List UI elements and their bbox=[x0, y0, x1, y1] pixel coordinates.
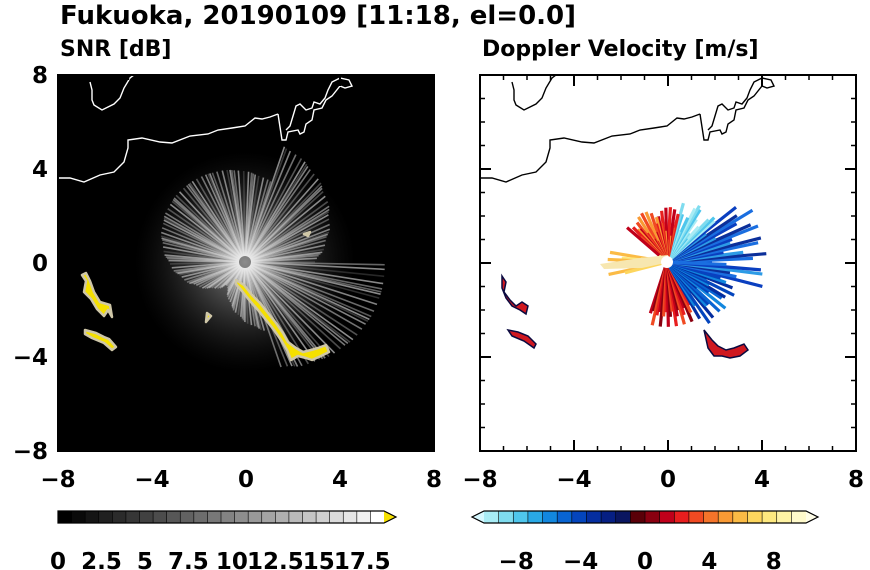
snr-colorbar-color-bin bbox=[207, 511, 222, 523]
velocity-colorbar-color-bin bbox=[791, 511, 807, 523]
velocity-colorbar-over-triangle bbox=[806, 511, 818, 523]
snr-panel: SNR [dB] −8 −4 0 4 8 −8 −4 0 4 8 bbox=[13, 37, 442, 493]
snr-colorbar-tick-label: 15 bbox=[303, 549, 335, 570]
snr-colorbar-color-bin bbox=[125, 511, 140, 523]
velocity-coastline bbox=[480, 75, 776, 183]
snr-colorbar-color-bin bbox=[71, 511, 86, 523]
velocity-x-tick-label: −4 bbox=[556, 467, 591, 493]
snr-x-tick-label: 0 bbox=[238, 467, 254, 493]
velocity-axes: −8 −4 0 4 8 bbox=[462, 74, 864, 493]
snr-colorbar-color-bin bbox=[112, 511, 127, 523]
velocity-colorbar-tick-label: −4 bbox=[563, 549, 598, 570]
velocity-colorbar-outline bbox=[470, 510, 820, 524]
snr-axes: −8 −4 0 4 8 −8 −4 0 4 8 bbox=[13, 63, 442, 493]
velocity-ray bbox=[666, 260, 727, 267]
snr-y-tick-label: −4 bbox=[13, 345, 48, 371]
snr-colorbar-color-bin bbox=[193, 511, 208, 523]
velocity-echo-cells bbox=[501, 255, 750, 359]
velocity-colorbar-color-bin bbox=[732, 511, 748, 523]
snr-y-tick-label: 4 bbox=[32, 157, 48, 183]
snr-x-tick-label: −4 bbox=[134, 467, 169, 493]
velocity-colorbar-tick-label: 4 bbox=[701, 549, 717, 570]
snr-colorbar-color-bin bbox=[261, 511, 276, 523]
snr-colorbar: 0 2.5 5 7.5 10 12.5 15 17.5 bbox=[50, 510, 398, 570]
velocity-colorbar: −8 −4 0 4 8 bbox=[470, 510, 820, 570]
snr-colorbar-color-bin bbox=[58, 511, 73, 523]
snr-colorbar-color-bin bbox=[85, 511, 100, 523]
snr-colorbar-color-bin bbox=[356, 511, 371, 523]
velocity-colorbar-tick-label: −8 bbox=[499, 549, 534, 570]
snr-colorbar-color-bin bbox=[275, 511, 290, 523]
velocity-colorbar-color-bin bbox=[688, 511, 705, 523]
snr-y-tick-label: 0 bbox=[32, 251, 48, 277]
snr-panel-title: SNR [dB] bbox=[60, 37, 171, 62]
snr-colorbar-color-bin bbox=[343, 511, 358, 523]
velocity-colorbar-color-bin bbox=[615, 511, 631, 523]
snr-colorbar-color-bin bbox=[166, 511, 181, 523]
velocity-colorbar-color-bin bbox=[498, 511, 514, 523]
snr-colorbar-tick-label: 7.5 bbox=[168, 549, 209, 570]
radar-center bbox=[661, 256, 673, 268]
snr-colorbar-color-bin bbox=[302, 511, 317, 523]
snr-x-tick-label: −8 bbox=[40, 467, 75, 493]
snr-colorbar-tick-label: 10 bbox=[216, 549, 248, 570]
snr-colorbar-color-bin bbox=[288, 511, 303, 523]
velocity-colorbar-color-bin bbox=[557, 511, 573, 523]
velocity-colorbar-color-bin bbox=[571, 511, 587, 523]
velocity-colorbar-color-bin bbox=[645, 511, 661, 523]
velocity-colorbar-color-bin bbox=[586, 511, 602, 523]
velocity-colorbar-tick-label: 0 bbox=[637, 549, 653, 570]
snr-colorbar-color-bin bbox=[316, 511, 331, 523]
snr-colorbar-color-bin bbox=[234, 511, 249, 523]
velocity-colorbar-tick-label: 8 bbox=[766, 549, 782, 570]
snr-colorbar-color-bin bbox=[153, 511, 168, 523]
velocity-x-tick-label: 8 bbox=[848, 467, 864, 493]
velocity-panel: Doppler Velocity [m/s] −8 −4 0 4 8 bbox=[462, 37, 864, 493]
velocity-colorbar-color-bin bbox=[776, 511, 792, 523]
snr-echo-cells bbox=[80, 230, 331, 362]
snr-colorbar-color-bin bbox=[370, 511, 385, 523]
snr-colorbar-tick-label: 5 bbox=[137, 549, 153, 570]
figure-title: Fukuoka, 20190109 [11:18, el=0.0] bbox=[60, 1, 576, 31]
snr-colorbar-over-triangle bbox=[384, 511, 396, 523]
velocity-colorbar-color-bin bbox=[513, 511, 529, 523]
snr-colorbar-tick-label: 17.5 bbox=[334, 549, 391, 570]
snr-colorbar-color-bin bbox=[139, 511, 154, 523]
snr-colorbar-color-bin bbox=[329, 511, 344, 523]
snr-coastline bbox=[58, 75, 354, 183]
velocity-colorbar-color-bin bbox=[674, 511, 690, 523]
velocity-colorbar-color-bin bbox=[718, 511, 734, 523]
velocity-colorbar-color-bin bbox=[630, 511, 646, 523]
snr-colorbar-tick-label: 0 bbox=[50, 549, 66, 570]
snr-colorbar-color-bin bbox=[248, 511, 263, 523]
velocity-colorbar-color-bin bbox=[484, 511, 500, 523]
snr-x-tick-label: 8 bbox=[426, 467, 442, 493]
snr-clutter-glow bbox=[135, 152, 355, 372]
velocity-panel-title: Doppler Velocity [m/s] bbox=[482, 37, 759, 62]
velocity-colorbar-color-bin bbox=[703, 511, 719, 523]
velocity-colorbar-color-bin bbox=[527, 511, 544, 523]
snr-y-tick-label: −8 bbox=[13, 439, 48, 465]
velocity-colorbar-color-bin bbox=[747, 511, 763, 523]
snr-colorbar-color-bin bbox=[180, 511, 195, 523]
snr-colorbar-outline bbox=[57, 510, 398, 524]
velocity-colorbar-color-bin bbox=[762, 511, 778, 523]
velocity-colorbar-color-bin bbox=[659, 511, 675, 523]
snr-colorbar-tick-label: 2.5 bbox=[81, 549, 122, 570]
snr-colorbar-tick-label: 12.5 bbox=[247, 549, 304, 570]
snr-colorbar-color-bin bbox=[98, 511, 113, 523]
snr-y-tick-label: 8 bbox=[32, 63, 48, 89]
snr-colorbar-color-bin bbox=[221, 511, 236, 523]
velocity-colorbar-under-triangle bbox=[472, 511, 484, 523]
velocity-x-tick-label: −8 bbox=[462, 467, 497, 493]
velocity-colorbar-color-bin bbox=[601, 511, 617, 523]
velocity-colorbar-color-bin bbox=[542, 511, 558, 523]
velocity-x-tick-label: 0 bbox=[660, 467, 676, 493]
snr-x-tick-label: 4 bbox=[332, 467, 348, 493]
velocity-x-tick-label: 4 bbox=[754, 467, 770, 493]
